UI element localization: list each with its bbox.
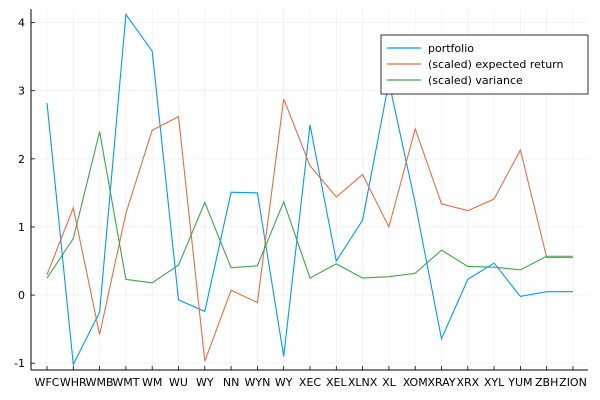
x-tick-label: WHR [60,376,87,389]
legend-label: portfolio [428,42,474,55]
series-line-1 [46,12,573,367]
y-tick-label: -1 [14,357,25,370]
x-tick-label: XOM [403,376,428,389]
x-tick-label: WMT [112,376,139,389]
x-tick-label: XLNX [348,376,378,389]
x-tick-label: YUM [507,376,532,389]
x-tick-label: WY [196,376,214,389]
x-tick-label: XRAY [427,376,455,389]
x-tick-label: WM [142,376,162,389]
grid-lines [31,9,588,370]
x-tick-label: NN [223,376,239,389]
y-tick-label: 1 [18,221,25,234]
x-tick-label: ZBH [535,376,558,389]
x-tick-label: WYN [244,376,270,389]
legend-label: (scaled) variance [428,74,523,87]
x-tick-label: XYL [484,376,505,389]
y-tick-label: 0 [18,289,25,302]
y-axis-ticks: -1 0 1 2 3 4 [14,17,35,370]
legend-label: (scaled) expected return [428,58,564,71]
x-tick-label: XEL [326,376,347,389]
y-tick-label: 4 [18,17,25,30]
x-tick-label: WMB [86,376,114,389]
series-line-2 [46,98,573,362]
legend: portfolio (scaled) expected return (scaled… [380,34,589,95]
x-tick-label: WU [169,376,188,389]
x-tick-label: ZION [559,376,587,389]
x-tick-label: XRX [456,376,479,389]
x-tick-label: XEC [299,376,321,389]
y-tick-label: 2 [18,153,25,166]
x-tick-label: WFC [35,376,60,389]
y-tick-label: 3 [18,85,25,98]
x-tick-label: XL [382,376,397,389]
series-lines [46,12,573,367]
series-line-3 [46,131,573,284]
axes [30,9,588,371]
x-tick-label: WY [275,376,293,389]
